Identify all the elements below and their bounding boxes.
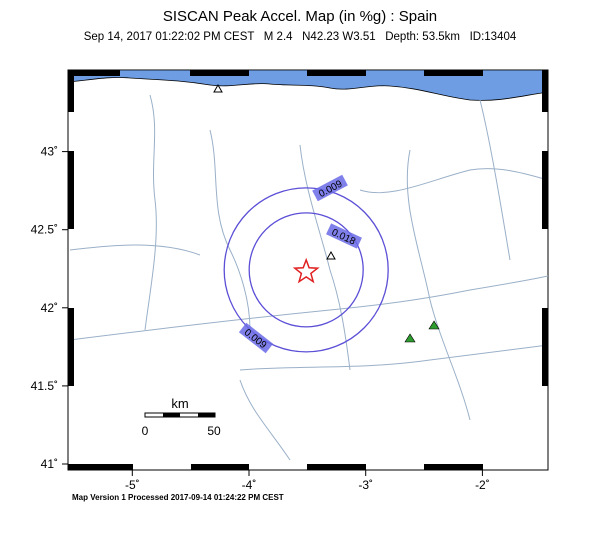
subtitle: Sep 14, 2017 01:22:02 PM CEST M 2.4 N42.… [84,31,517,43]
lon-label: -4˚ [242,478,257,492]
map-area [67,69,549,471]
footer: Map Version 1 Processed 2017-09-14 01:24… [72,493,284,502]
lat-label: 43˚ [41,145,58,159]
contour-label-bg [238,322,274,354]
scale-label: 0 [142,424,149,438]
title: SISCAN Peak Accel. Map (in %g) : Spain [163,8,437,25]
contour [248,212,364,328]
lon-label: -2˚ [475,478,490,492]
contour-label-bg [312,174,348,202]
contour-label-bg [326,223,362,249]
lat-label: 42˚ [41,301,58,315]
scale-unit: km [171,396,188,411]
lat-label: 41.5˚ [31,379,58,393]
scale-bar: km 0 50 [142,396,221,438]
contour [223,187,389,353]
epicenter [292,257,320,284]
lat-label: 41˚ [41,457,58,471]
lon-label: -5˚ [125,478,140,492]
lat-label: 42.5˚ [31,223,58,237]
scale-label: 50 [207,424,221,438]
lon-label: -3˚ [358,478,373,492]
